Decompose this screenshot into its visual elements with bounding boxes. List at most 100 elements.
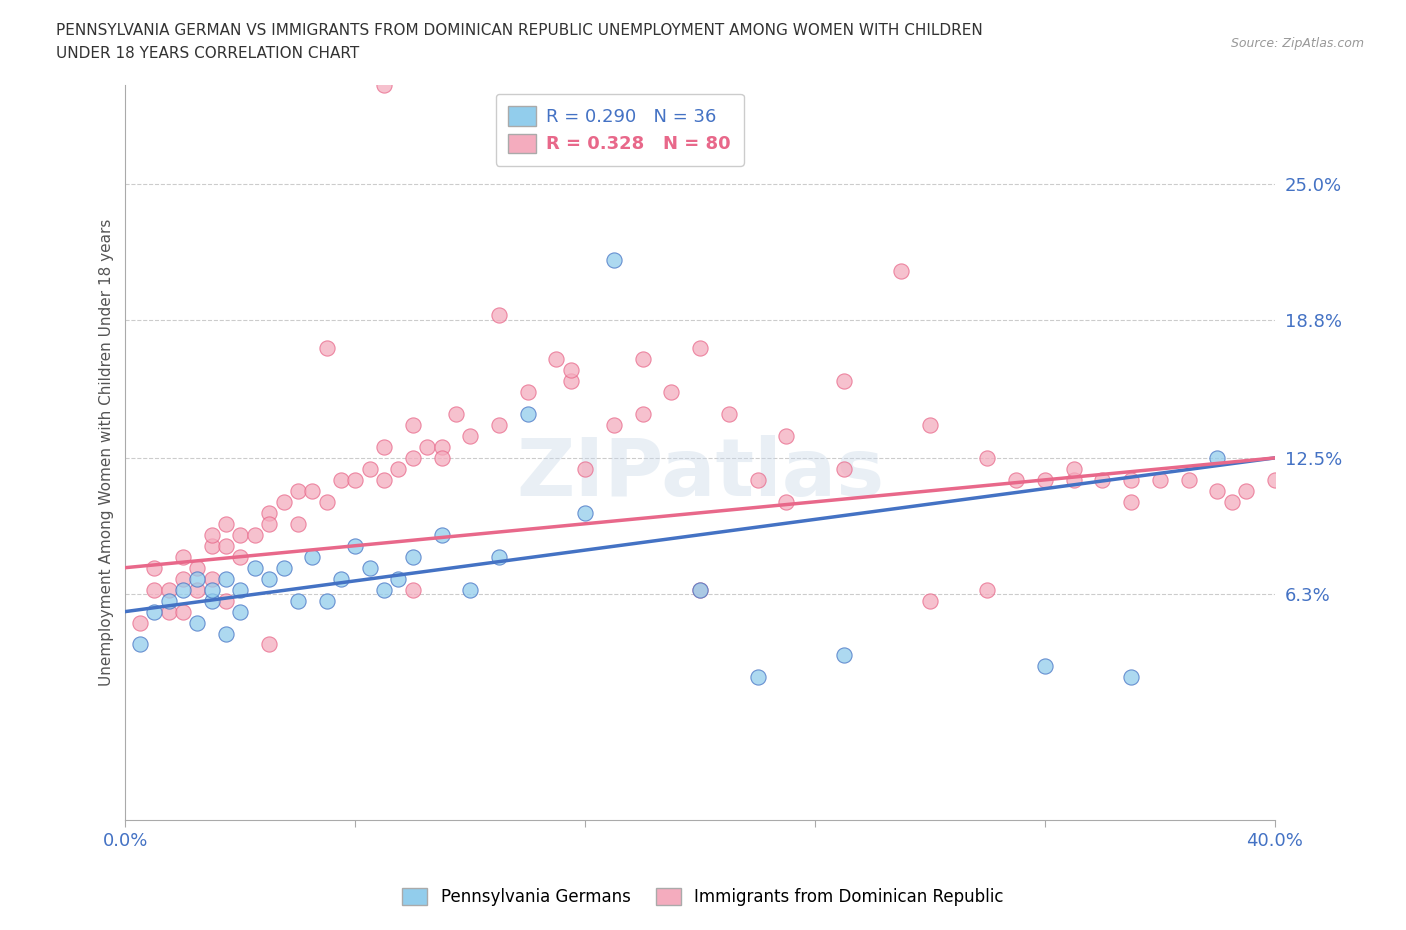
Point (1121, 472, 1143, 487)
Point (201, 593, 224, 608)
Point (157, 604, 180, 619)
Point (488, 308, 510, 323)
Point (215, 516, 238, 531)
Point (315, 593, 337, 608)
Point (157, 593, 180, 608)
Point (373, 582, 395, 597)
Point (631, 406, 654, 421)
Point (387, 571, 409, 586)
Point (273, 495, 295, 510)
Point (243, 527, 266, 542)
Point (458, 582, 481, 597)
Point (186, 571, 208, 586)
Point (128, 615, 150, 630)
Point (287, 593, 309, 608)
Point (315, 340, 337, 355)
Point (890, 264, 912, 279)
Point (1220, 495, 1243, 510)
Point (689, 582, 711, 597)
Point (186, 582, 208, 597)
Point (1063, 461, 1085, 476)
Point (458, 429, 481, 444)
Point (402, 450, 425, 465)
Point (128, 637, 150, 652)
Point (301, 484, 323, 498)
Point (215, 626, 238, 641)
Point (359, 461, 381, 476)
Point (143, 582, 166, 597)
Point (257, 516, 280, 531)
Point (546, 352, 568, 366)
Point (287, 516, 309, 531)
Point (215, 593, 238, 608)
Point (373, 77, 395, 92)
Point (257, 571, 280, 586)
Point (1149, 472, 1171, 487)
Point (516, 385, 538, 400)
Point (560, 363, 582, 378)
Point (416, 440, 439, 455)
Point (976, 450, 998, 465)
Point (344, 472, 367, 487)
Text: UNDER 18 YEARS CORRELATION CHART: UNDER 18 YEARS CORRELATION CHART (56, 46, 360, 61)
Text: Source: ZipAtlas.com: Source: ZipAtlas.com (1230, 37, 1364, 50)
Point (201, 527, 224, 542)
Point (1121, 670, 1143, 684)
Point (172, 582, 194, 597)
Point (143, 560, 166, 575)
Point (402, 582, 425, 597)
Point (287, 484, 309, 498)
Point (661, 385, 683, 400)
Legend: R = 0.290   N = 36, R = 0.328   N = 80: R = 0.290 N = 36, R = 0.328 N = 80 (496, 94, 744, 166)
Point (359, 560, 381, 575)
Point (689, 582, 711, 597)
Point (344, 538, 367, 553)
Point (215, 538, 238, 553)
Point (488, 550, 510, 565)
Point (301, 550, 323, 565)
Point (1063, 472, 1085, 487)
Legend: Pennsylvania Germans, Immigrants from Dominican Republic: Pennsylvania Germans, Immigrants from Do… (396, 881, 1010, 912)
Point (747, 472, 769, 487)
Point (1121, 495, 1143, 510)
Point (1005, 472, 1028, 487)
Point (603, 253, 626, 268)
Point (574, 461, 596, 476)
Point (243, 560, 266, 575)
Point (201, 538, 224, 553)
Point (157, 582, 180, 597)
Point (488, 418, 510, 432)
Point (1177, 472, 1199, 487)
Point (373, 472, 395, 487)
Point (1206, 484, 1229, 498)
Point (330, 472, 353, 487)
Point (717, 406, 740, 421)
Point (1033, 472, 1056, 487)
Point (516, 406, 538, 421)
Point (775, 429, 797, 444)
Point (201, 571, 224, 586)
Point (186, 615, 208, 630)
Point (315, 495, 337, 510)
Point (1091, 472, 1114, 487)
Point (1033, 659, 1056, 674)
Point (172, 550, 194, 565)
Point (373, 440, 395, 455)
Point (689, 340, 711, 355)
Point (402, 418, 425, 432)
Point (1234, 484, 1257, 498)
Point (444, 406, 467, 421)
Point (832, 374, 855, 389)
Point (430, 527, 453, 542)
Point (603, 418, 626, 432)
Point (215, 571, 238, 586)
Point (747, 670, 769, 684)
Point (631, 352, 654, 366)
Point (229, 582, 252, 597)
Point (387, 461, 409, 476)
Text: ZIPatlas: ZIPatlas (516, 435, 884, 513)
Point (257, 637, 280, 652)
Point (918, 593, 941, 608)
Point (1206, 450, 1229, 465)
Point (1264, 472, 1286, 487)
